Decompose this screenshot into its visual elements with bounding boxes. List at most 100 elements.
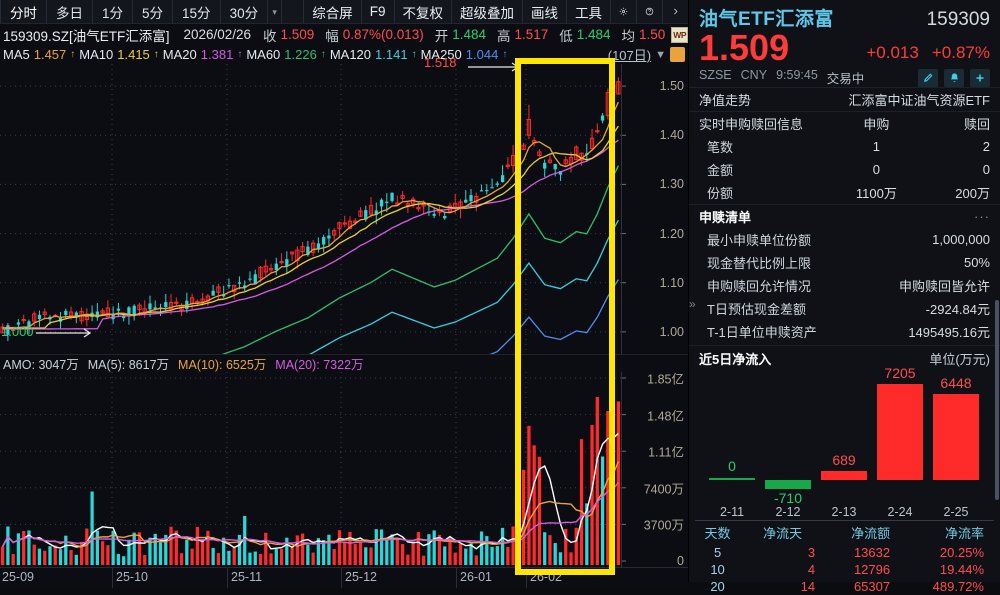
symbol-label[interactable]: 159309.SZ[油气ETF汇添富] (3, 28, 170, 44)
volume-tick: 7400万 (643, 482, 684, 497)
netflow-title: 近5日净流入 (699, 352, 772, 367)
netflow-bar-label: 0 (728, 458, 736, 474)
tab-multiday[interactable]: 多日 (47, 0, 93, 23)
table-row: 申购赎回允许情况 申购赎回皆允许 (689, 274, 1000, 297)
volume-bars[interactable] (0, 372, 688, 567)
netflow-bar[interactable] (933, 394, 979, 480)
price-chart-pane[interactable]: 1.50 1.40 1.30 1.20 1.10 1.00 1.518 1.000 (0, 55, 688, 354)
netflow-bar-label: -710 (773, 490, 803, 507)
table-row-realtime-header: 实时申购赎回信息 申购 赎回 (689, 111, 1000, 136)
netamt-5: 13632 (853, 545, 891, 560)
alert-bell-icon[interactable] (944, 68, 964, 87)
volume-axis-line (621, 372, 622, 567)
tab-30min[interactable]: 30分 (221, 0, 269, 23)
time-tick: 25-10 (116, 570, 148, 584)
chevron-down-icon[interactable]: ▼ (655, 48, 666, 61)
add-icon[interactable] (970, 68, 990, 87)
tab-intraday[interactable]: 分时 (0, 0, 47, 23)
axis-separator (526, 568, 527, 588)
netflow-bar[interactable] (877, 384, 923, 480)
volume-tick: 1.11亿 (648, 445, 684, 460)
ma20-label: MA20 (162, 47, 197, 62)
panel-scrollbar[interactable] (995, 300, 999, 500)
min-unit-value: 1,000,000 (932, 232, 990, 247)
netrate-5: 20.25% (939, 545, 984, 560)
open-value: 1.484 (452, 27, 487, 42)
volume-chart-pane[interactable]: 1.85亿 1.48亿 1.11亿 7400万 3700万 0 (0, 372, 688, 568)
price-tick: 1.20 (659, 226, 684, 241)
avg-value: 1.50 (639, 27, 666, 42)
candlestick-chart[interactable] (0, 64, 688, 354)
gear-icon[interactable] (610, 0, 636, 23)
pcf-menu-icon[interactable]: ··· (974, 209, 990, 224)
unit-asset-value: 1495495.16元 (908, 325, 990, 340)
table-row: T日预估现金差额 -2924.84元 (689, 297, 1000, 320)
quote-date: 2026/02/26 (183, 27, 252, 42)
netdays-5: 3 (807, 545, 816, 560)
ma60-arrow-icon: ↑ (320, 49, 326, 60)
count-label: 笔数 (707, 140, 734, 155)
more-periods-icon[interactable]: ▾ (268, 0, 283, 23)
days-20: 20 (710, 579, 725, 594)
netflow-bar[interactable] (821, 470, 867, 480)
no-adjust-button[interactable]: 不复权 (393, 0, 452, 23)
instrument-info-table: 净值走势 汇添富中证油气资源ETF 实时申购赎回信息 申购 赎回 笔数 1 2 … (689, 87, 1000, 343)
table-row: 10 4 12796 19.44% (695, 561, 994, 578)
vol-ma5-label: MA(5): (87, 358, 126, 372)
chevron-right-icon[interactable] (662, 0, 688, 23)
amo-label: AMO: (3, 358, 35, 372)
tab-1min[interactable]: 1分 (93, 0, 134, 23)
netflow-bar-chart[interactable]: 0 2-11 -710 2-12 689 2-13 7205 2-24 6448 2-25 (695, 365, 994, 520)
edit-pencil-icon[interactable] (918, 68, 938, 87)
period-days-label[interactable]: (107日) (607, 48, 652, 63)
composite-screen-button[interactable]: 综合屏 (303, 0, 361, 23)
time-tick: 25-12 (345, 570, 377, 584)
draw-line-button[interactable]: 画线 (522, 0, 566, 23)
tab-5min[interactable]: 5分 (133, 0, 174, 23)
expand-panel-icon[interactable]: » (689, 297, 696, 311)
ma120-arrow-icon: ↑ (411, 49, 417, 60)
moving-average-line: MA5 1.457 ↑ MA10 1.415 ↑ MA20 1.381 ↑ MA… (0, 45, 688, 64)
nav-trend-value: 汇添富中证油气资源ETF (848, 93, 990, 108)
axis-separator (112, 568, 113, 588)
col-netflow-amount: 净流额 (851, 526, 891, 541)
wp-badge-icon[interactable]: WP (671, 26, 689, 43)
ma20-arrow-icon: ↑ (237, 49, 243, 60)
high-value: 1.517 (514, 27, 549, 42)
instrument-header: 油气ETF汇添富 159309 1.509 +0.013 +0.87% SZSE… (689, 0, 1000, 87)
vol-ma5-value: 8617万 (128, 358, 170, 372)
close-label: 收 (262, 28, 277, 44)
chart-toolbar: 分时 多日 1分 5分 15分 30分 ▾ 综合屏 F9 不复权 超级叠加 画线… (0, 0, 688, 24)
quote-time: 9:59:45 (776, 68, 818, 82)
netflow-bar-date: 2-12 (775, 505, 801, 519)
lock-icon[interactable] (670, 47, 685, 62)
vol-ma10-value: 6525万 (225, 358, 267, 372)
ma250-arrow-icon: ↑ (502, 49, 508, 60)
high-annotation-arrow (468, 62, 520, 72)
vol-ma10-label: MA(10): (178, 358, 223, 372)
netflow-section-header: 近5日净流入 单位(万元) (689, 345, 1000, 368)
time-tick: 25-11 (231, 570, 263, 584)
flow-table-wrap: 天数 净流天 净流额 净流率 5 3 13632 20.25% 10 4 127… (695, 520, 994, 595)
tools-button[interactable]: 工具 (566, 0, 610, 23)
f9-button[interactable]: F9 (360, 0, 394, 23)
volume-tick: 0 (677, 554, 684, 568)
super-overlay-button[interactable]: 超级叠加 (451, 0, 522, 23)
tab-15min[interactable]: 15分 (173, 0, 221, 23)
netamt-10: 12796 (853, 562, 891, 577)
axis-separator (227, 568, 228, 588)
vol-ma20-label: MA(20): (275, 358, 320, 372)
help-icon[interactable] (636, 0, 662, 23)
table-row-nav[interactable]: 净值走势 汇添富中证油气资源ETF (689, 87, 1000, 112)
ma5-arrow-icon: ↑ (70, 49, 76, 60)
pcf-section-header: 申赎清单 ··· (689, 204, 1000, 229)
count-redeem: 2 (982, 139, 990, 154)
amo-value: 3047万 (38, 358, 79, 372)
table-row: 现金替代比例上限 50% (689, 251, 1000, 274)
netflow-bar-date: 2-25 (943, 505, 969, 519)
axis-separator (456, 568, 457, 588)
price-tick: 1.10 (659, 275, 684, 290)
netflow-bar[interactable] (709, 478, 755, 480)
currency-label: CNY (740, 68, 768, 82)
netflow-bar[interactable] (765, 480, 811, 490)
